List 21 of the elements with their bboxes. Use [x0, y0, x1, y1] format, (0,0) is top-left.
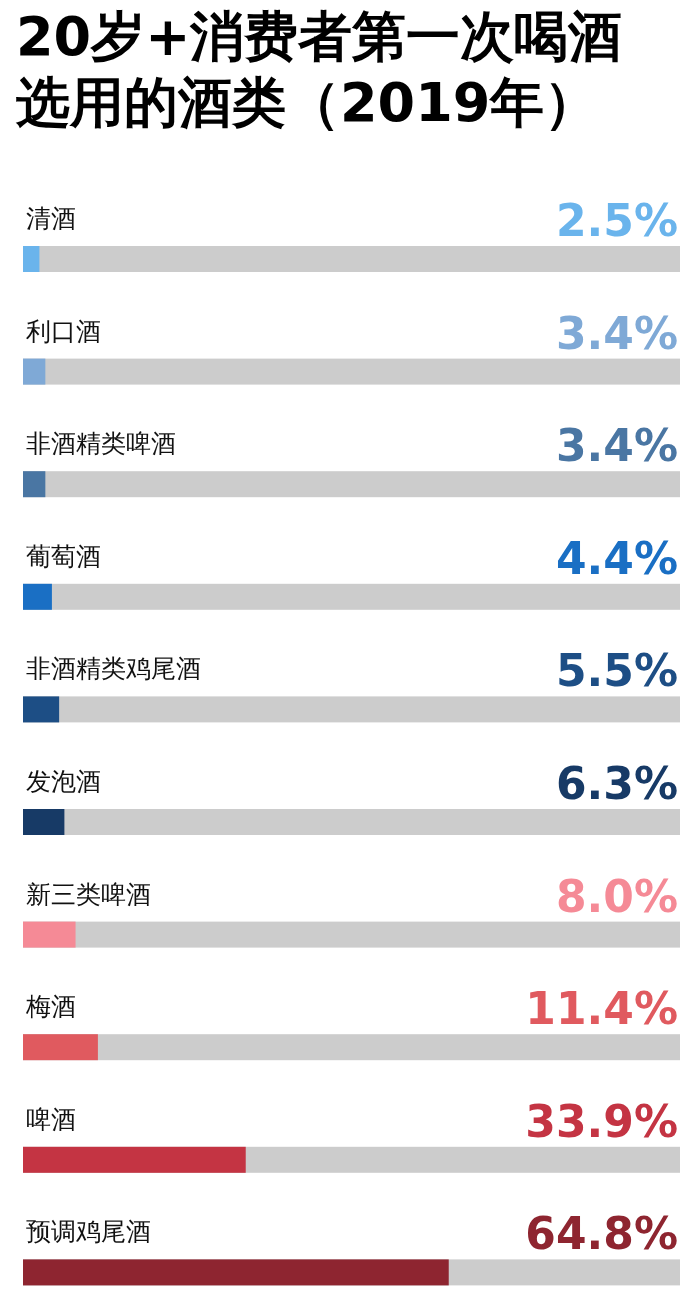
y-tick-label: 啤酒 [26, 1104, 76, 1134]
data-label: 8.0% [555, 870, 678, 922]
data-label: 64.8% [525, 1208, 678, 1260]
y-tick-label: 利口酒 [26, 316, 101, 346]
data-label: 11.4% [525, 983, 678, 1035]
y-tick-label: 预调鸡尾酒 [26, 1217, 151, 1247]
data-label: 5.5% [555, 645, 678, 697]
data-label: 3.4% [555, 420, 678, 472]
y-tick-label: 梅酒 [25, 992, 76, 1022]
y-tick-label: 葡萄酒 [26, 541, 101, 571]
y-tick-label: 新三类啤酒 [26, 879, 151, 909]
y-tick-label: 清酒 [26, 204, 76, 233]
y-tick-label: 非酒精类啤酒 [26, 429, 176, 459]
data-label: 6.3% [555, 758, 678, 809]
data-label: 2.5% [555, 195, 678, 246]
data-label: 4.4% [555, 532, 678, 584]
data-label: 3.4% [555, 307, 678, 359]
y-tick-label: 非酒精类鸡尾酒 [26, 654, 201, 684]
data-label: 33.9% [525, 1095, 678, 1147]
chart-title: 20岁+消费者第一次喝酒选用的酒类（2019年） [16, 4, 624, 136]
y-tick-label: 发泡酒 [26, 767, 101, 796]
